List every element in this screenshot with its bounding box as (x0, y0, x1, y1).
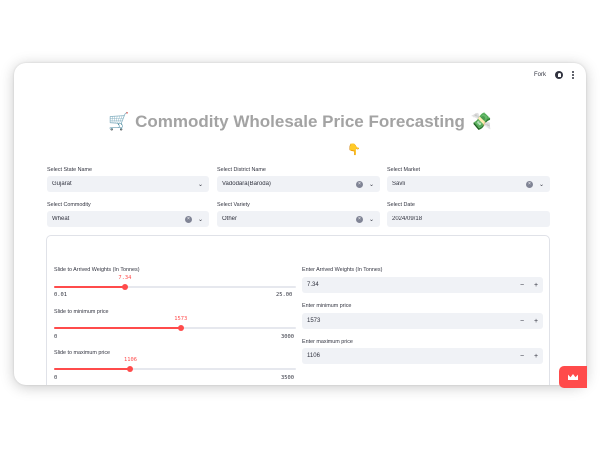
page-title-text: Commodity Wholesale Price Forecasting (135, 112, 465, 131)
pointing-down-icon: 👇 (347, 144, 361, 156)
arrived-slider-value: 7.34 (118, 275, 132, 281)
money-wings-icon: 💸 (470, 112, 493, 131)
arrived-input-label: Enter Arrived Weights (In Tonnes) (302, 267, 383, 273)
chevron-down-icon[interactable]: ⌄ (368, 216, 375, 223)
commodity-select[interactable]: Wheat × ⌄ (47, 211, 209, 227)
min-price-slider-label: Slide to minimum price (54, 309, 109, 315)
max-price-slider-fill (54, 368, 131, 370)
arrived-slider-label: Slide to Arrived Weights (In Tonnes) (54, 267, 140, 273)
min-price-input-value[interactable]: 1573 (307, 318, 321, 324)
min-price-slider-thumb[interactable] (177, 325, 184, 331)
max-price-slider-thumb[interactable] (127, 366, 134, 372)
clear-icon[interactable]: × (356, 180, 363, 188)
state-select[interactable]: Gujarat ⌄ (47, 176, 209, 192)
max-price-slider-label: Slide to maximum price (54, 350, 111, 356)
app-window: Fork 🛒 Commodity Wholesale Price Forecas… (14, 63, 586, 385)
max-price-input-value[interactable]: 1106 (307, 353, 320, 359)
page-title: 🛒 Commodity Wholesale Price Forecasting … (14, 112, 586, 132)
min-price-input-label: Enter minimum price (302, 303, 352, 309)
max-price-slider-value: 1106 (123, 357, 137, 363)
shopping-cart-icon: 🛒 (107, 112, 130, 131)
max-price-slider[interactable]: 1106 (54, 357, 296, 372)
streamlit-badge-button[interactable] (559, 366, 587, 388)
commodity-value: Wheat (52, 216, 70, 222)
fork-button[interactable]: Fork (534, 72, 546, 78)
parameters-panel: Slide to Arrived Weights (In Tonnes) 7.3… (46, 235, 550, 385)
commodity-label: Select Commodity (47, 202, 91, 208)
max-price-number-input[interactable]: 1106 − + (302, 348, 543, 364)
max-price-input-label: Enter maximum price (302, 339, 353, 345)
date-value: 2024/09/18 (392, 216, 423, 222)
increment-button[interactable]: + (533, 281, 539, 289)
max-price-slider-max: 3500 (281, 375, 294, 381)
arrived-slider[interactable]: 7.34 (54, 275, 296, 290)
district-value: Vadodara(Baroda) (222, 181, 271, 187)
chevron-down-icon[interactable]: ⌄ (197, 181, 204, 188)
date-input[interactable]: 2024/09/18 (387, 211, 550, 227)
market-select[interactable]: Savli × ⌄ (387, 176, 550, 192)
variety-select[interactable]: Other × ⌄ (217, 211, 380, 227)
arrived-slider-thumb[interactable] (121, 284, 128, 290)
max-price-slider-min: 0 (54, 375, 58, 381)
district-select[interactable]: Vadodara(Baroda) × ⌄ (217, 176, 380, 192)
decrement-button[interactable]: − (519, 317, 525, 325)
clear-icon[interactable]: × (185, 215, 192, 223)
arrived-input-value[interactable]: 7.34 (307, 282, 319, 288)
increment-button[interactable]: + (533, 317, 539, 325)
clear-icon[interactable]: × (526, 180, 533, 188)
crown-icon (568, 374, 578, 380)
state-label: Select State Name (47, 167, 92, 173)
min-price-number-input[interactable]: 1573 − + (302, 313, 543, 329)
arrived-slider-fill (54, 286, 125, 288)
min-price-slider-max: 3000 (281, 334, 294, 340)
chevron-down-icon[interactable]: ⌄ (368, 181, 375, 188)
clear-icon[interactable]: × (356, 215, 363, 223)
arrived-slider-min: 0.01 (54, 292, 67, 298)
increment-button[interactable]: + (533, 352, 539, 360)
toolbar: Fork (534, 71, 574, 79)
arrived-number-input[interactable]: 7.34 − + (302, 277, 543, 293)
market-value: Savli (392, 181, 406, 187)
kebab-menu-icon[interactable] (572, 71, 574, 79)
state-value: Gujarat (52, 181, 72, 187)
date-label: Select Date (387, 202, 415, 208)
variety-label: Select Variety (217, 202, 250, 208)
decrement-button[interactable]: − (519, 352, 525, 360)
chevron-down-icon[interactable]: ⌄ (538, 181, 545, 188)
chevron-down-icon[interactable]: ⌄ (197, 216, 204, 223)
decrement-button[interactable]: − (519, 281, 525, 289)
min-price-slider-fill (54, 327, 181, 329)
min-price-slider-min: 0 (54, 334, 58, 340)
arrived-slider-max: 25.00 (276, 292, 293, 298)
min-price-slider-value: 1573 (174, 316, 188, 322)
district-label: Select District Name (217, 167, 266, 173)
github-icon[interactable] (555, 71, 563, 79)
market-label: Select Market (387, 167, 420, 173)
min-price-slider[interactable]: 1573 (54, 316, 296, 331)
variety-value: Other (222, 216, 238, 222)
